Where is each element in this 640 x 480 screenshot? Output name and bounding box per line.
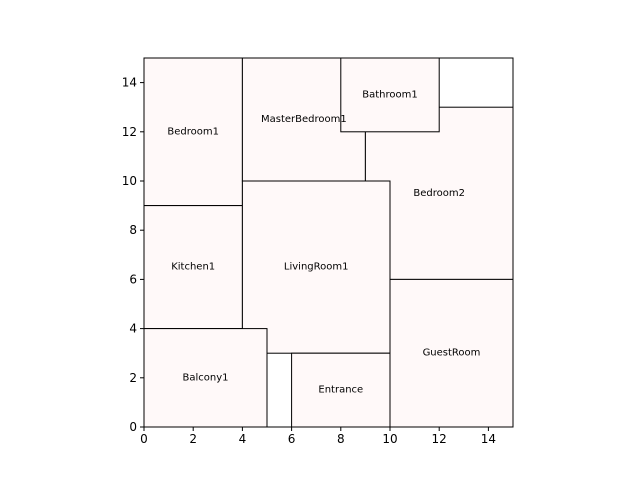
x-axis: 0 2 4 6 8 10 12 14	[140, 427, 496, 446]
room-label-guestroom: GuestRoom	[423, 348, 481, 359]
room-label-bedroom2: Bedroom2	[413, 188, 465, 199]
room-label-kitchen1: Kitchen1	[171, 262, 215, 273]
x-tick-label: 2	[189, 432, 197, 446]
room-guestroom	[389, 278, 514, 428]
room-livingroom1	[241, 180, 391, 354]
y-axis: 0 2 4 6 8 10 12 14	[122, 76, 144, 434]
x-tick-label: 0	[140, 432, 148, 446]
room-entrance	[291, 352, 391, 428]
x-tick-label: 10	[382, 432, 397, 446]
room-label-bathroom1: Bathroom1	[362, 89, 417, 100]
plot-frame	[143, 57, 514, 428]
room-label-masterbedroom1: MasterBedroom1	[261, 114, 347, 125]
y-tick-label: 14	[122, 76, 137, 90]
room-label-balcony1: Balcony1	[182, 372, 228, 383]
x-tick-label: 8	[337, 432, 345, 446]
room-labels-layer: Bedroom1 MasterBedroom1 Bedroom2 Bathroom1 K…	[167, 89, 480, 395]
x-tick-label: 12	[432, 432, 447, 446]
room-label-bedroom1: Bedroom1	[167, 126, 219, 137]
room-label-entrance: Entrance	[318, 385, 363, 396]
y-tick-label: 2	[129, 371, 137, 385]
rooms-layer	[143, 57, 514, 428]
y-tick-label: 8	[129, 223, 137, 237]
room-kitchen1	[143, 205, 243, 330]
x-tick-label: 4	[239, 432, 247, 446]
y-tick-label: 4	[129, 322, 137, 336]
room-label-livingroom1: LivingRoom1	[284, 262, 349, 273]
x-tick-label: 6	[288, 432, 296, 446]
y-tick-label: 12	[122, 125, 137, 139]
y-tick-label: 0	[129, 420, 137, 434]
y-tick-label: 10	[122, 174, 137, 188]
y-tick-label: 6	[129, 272, 137, 286]
x-tick-label: 14	[481, 432, 496, 446]
